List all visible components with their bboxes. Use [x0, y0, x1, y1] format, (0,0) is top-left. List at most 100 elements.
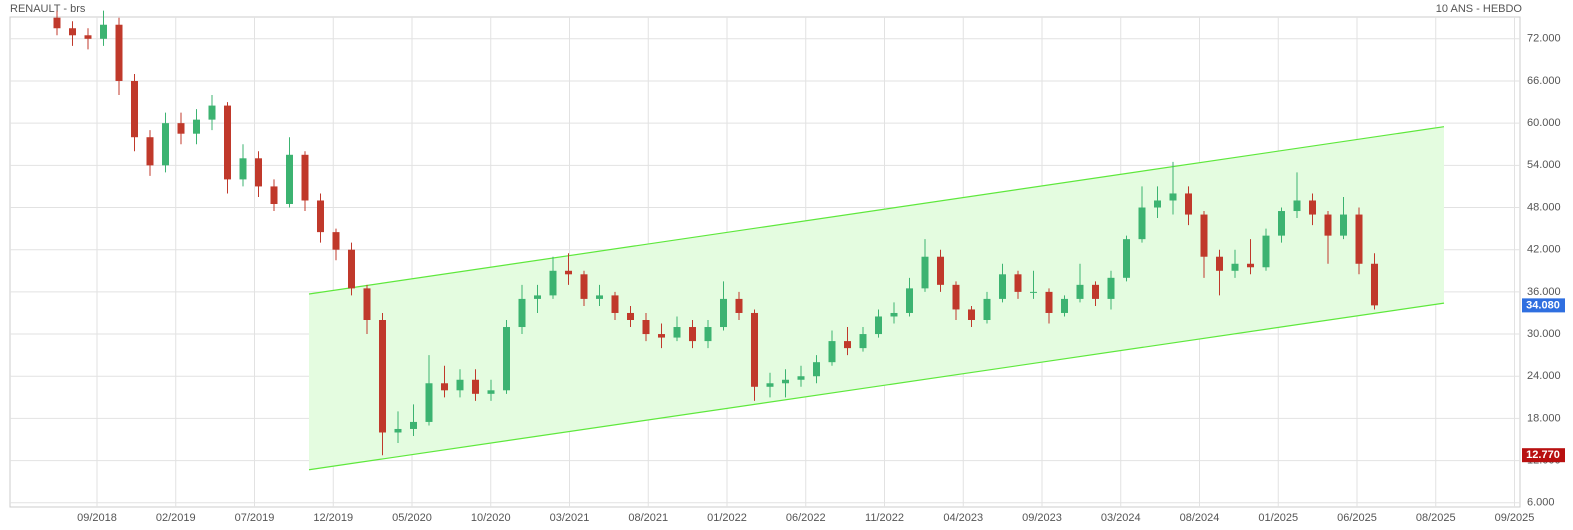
candle-body	[301, 154, 309, 201]
candle-body	[937, 256, 944, 285]
last-price-label: 34.080	[1526, 299, 1560, 311]
candle-body	[580, 274, 588, 299]
x-tick-label: 08/2021	[628, 512, 668, 524]
x-tick-label: 02/2019	[156, 512, 196, 524]
x-tick-label: 06/2025	[1337, 512, 1377, 524]
candle-body	[1262, 235, 1270, 268]
candle-body	[146, 137, 154, 166]
candle-body	[270, 186, 278, 205]
candle-body	[689, 327, 696, 342]
candle-body	[1216, 256, 1223, 271]
candle-body	[84, 35, 92, 39]
candle-body	[208, 105, 216, 120]
candle-body	[1231, 263, 1239, 271]
candle-body	[1014, 274, 1022, 292]
x-tick-label: 03/2024	[1101, 512, 1141, 524]
candle-body	[1092, 284, 1099, 299]
candle-body	[518, 298, 526, 328]
candle-body	[239, 158, 247, 180]
x-tick-label: 09/2018	[77, 512, 117, 524]
candle-body	[348, 249, 355, 289]
candle-body	[813, 362, 820, 377]
candle-body	[1324, 214, 1332, 236]
x-tick-label: 11/2022	[865, 512, 904, 524]
candle-body	[906, 288, 913, 313]
candle-body	[642, 319, 650, 335]
candle-body	[224, 105, 231, 180]
candle-body	[332, 232, 340, 250]
channel-area	[309, 126, 1444, 470]
candle-body	[673, 327, 681, 338]
x-tick-label: 01/2022	[707, 512, 747, 524]
x-tick-label: 09/2025	[1495, 512, 1535, 524]
candle-body	[859, 334, 867, 349]
candle-body	[766, 383, 774, 387]
candle-body	[875, 316, 882, 335]
candle-body	[534, 295, 541, 299]
candle-body	[658, 334, 665, 338]
x-tick-label: 12/2019	[313, 512, 353, 524]
candle-body	[565, 270, 572, 275]
candle-body	[1309, 200, 1316, 215]
candle-body	[751, 312, 758, 387]
candle-body	[999, 274, 1006, 299]
candle-body	[1293, 200, 1301, 212]
candle-body	[255, 158, 262, 187]
y-tick-label: 30.000	[1527, 328, 1561, 340]
x-tick-label: 09/2023	[1022, 512, 1062, 524]
candle-body	[952, 284, 960, 310]
candle-body	[456, 379, 464, 391]
y-tick-label: 6.000	[1527, 497, 1555, 509]
candle-body	[1278, 211, 1285, 236]
x-tick-label: 07/2019	[235, 512, 275, 524]
x-tick-label: 01/2025	[1258, 512, 1298, 524]
candle-body	[379, 319, 386, 433]
candle-body	[1169, 193, 1177, 201]
candle-body	[611, 295, 619, 313]
candle-body	[1076, 284, 1084, 299]
y-tick-label: 48.000	[1527, 201, 1561, 213]
candle-body	[1355, 214, 1363, 264]
candle-body	[363, 288, 371, 320]
x-tick-label: 04/2023	[943, 512, 983, 524]
candle-body	[1154, 200, 1161, 208]
candle-body	[704, 327, 712, 342]
y-tick-label: 36.000	[1527, 286, 1561, 298]
channel-upper	[308, 126, 1445, 295]
candle-body	[317, 200, 324, 233]
y-tick-label: 60.000	[1527, 117, 1561, 129]
candle-body	[1030, 291, 1037, 293]
candle-body	[828, 341, 836, 363]
low-price-label: 12.770	[1526, 449, 1560, 461]
candle-body	[1107, 277, 1115, 299]
y-tick-label: 18.000	[1527, 412, 1561, 424]
candle-body	[115, 24, 123, 81]
candle-body	[1200, 214, 1208, 257]
x-tick-label: 10/2020	[471, 512, 511, 524]
candle-body	[968, 309, 975, 320]
candle-body	[1185, 193, 1192, 215]
candle-body	[596, 295, 603, 299]
candle-body	[720, 298, 727, 328]
y-tick-label: 24.000	[1527, 370, 1561, 382]
candle-body	[890, 312, 898, 317]
candle-body	[472, 379, 479, 394]
y-tick-label: 66.000	[1527, 75, 1561, 87]
candle-body	[921, 256, 929, 289]
candle-body	[100, 24, 107, 39]
x-tick-label: 06/2022	[786, 512, 826, 524]
x-tick-label: 05/2020	[392, 512, 432, 524]
x-tick-label: 08/2024	[1180, 512, 1220, 524]
x-tick-label: 03/2021	[550, 512, 590, 524]
candle-body	[131, 80, 138, 138]
candle-body	[1045, 291, 1053, 313]
channel-lower	[308, 302, 1445, 471]
candle-body	[177, 123, 185, 134]
candle-body	[69, 28, 76, 36]
candle-body	[844, 341, 851, 349]
x-tick-label: 08/2025	[1416, 512, 1456, 524]
y-tick-label: 42.000	[1527, 244, 1561, 256]
candle-body	[1371, 263, 1378, 306]
candle-body	[1123, 239, 1130, 278]
